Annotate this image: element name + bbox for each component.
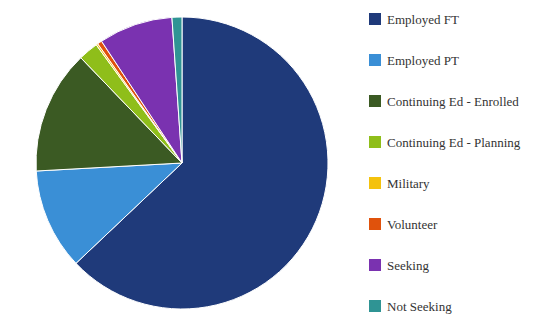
- svg-text:Continuing Ed - Enrolled: Continuing Ed - Enrolled: [387, 94, 519, 109]
- svg-text:Military: Military: [387, 176, 430, 191]
- svg-text:Volunteer: Volunteer: [387, 217, 438, 232]
- svg-text:Continuing Ed - Planning: Continuing Ed - Planning: [387, 135, 521, 150]
- svg-text:Employed FT: Employed FT: [387, 12, 459, 27]
- svg-text:Seeking: Seeking: [387, 258, 429, 273]
- svg-text:Not Seeking: Not Seeking: [387, 299, 452, 314]
- svg-text:Employed PT: Employed PT: [387, 53, 459, 68]
